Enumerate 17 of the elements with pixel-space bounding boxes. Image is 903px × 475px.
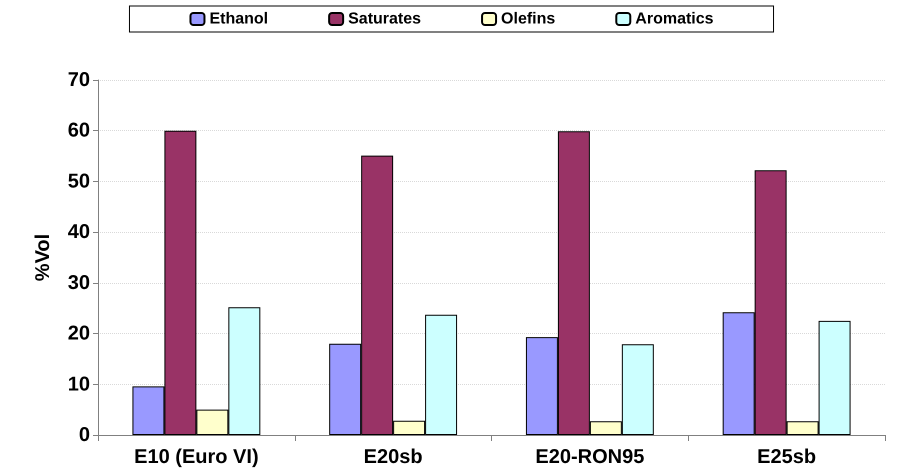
legend-label: Saturates xyxy=(348,10,422,28)
y-tick-label: 50 xyxy=(68,170,90,192)
x-tick-label: E25sb xyxy=(757,446,816,468)
x-tick-label: E20sb xyxy=(364,446,423,468)
legend-label: Ethanol xyxy=(209,10,268,28)
y-tick-label: 0 xyxy=(78,424,90,446)
legend-label: Aromatics xyxy=(635,10,714,28)
x-tick-label: E20-RON95 xyxy=(535,446,644,468)
y-tick-label: 30 xyxy=(68,272,90,294)
legend-label: Olefins xyxy=(501,10,556,28)
y-tick-label: 60 xyxy=(68,120,90,142)
x-tick-label: E10 (Euro VI) xyxy=(134,446,259,468)
y-tick-label: 20 xyxy=(68,322,90,345)
y-tick-label: 70 xyxy=(68,69,90,91)
y-tick-label: 40 xyxy=(68,221,90,244)
y-axis-title: %Vol xyxy=(32,234,54,282)
y-tick-label: 10 xyxy=(68,373,90,396)
